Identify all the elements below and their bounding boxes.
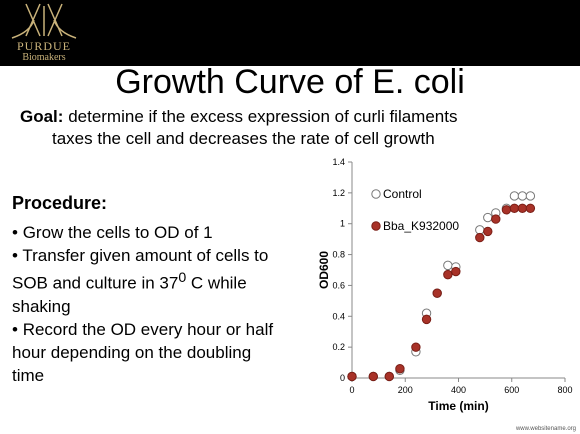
x-tick-label: 400 [451,385,466,395]
logo-subtitle: Biomakers [22,52,66,63]
procedure-heading: Procedure: [12,193,108,213]
x-tick-label: 200 [398,385,413,395]
x-tick-label: 600 [504,385,519,395]
bullet-icon: • [12,319,18,339]
data-point [517,203,528,213]
data-point [517,191,528,201]
watermark-text: www.websitename.org [515,426,576,432]
y-tick-label: 0.2 [332,342,345,352]
legend-marker [371,221,381,231]
y-tick-label: 1 [340,219,345,229]
data-point [475,225,485,235]
data-point [525,203,536,213]
legend-marker [371,189,381,199]
data-point [451,266,461,277]
procedure-item-text: Record the OD every hour or half hour de… [12,319,274,385]
data-point [491,214,501,224]
goal-statement: Goal: determine if the excess expression… [20,106,560,150]
data-point [443,260,453,271]
procedure-item-text: Transfer given amount of cells to SOB an… [12,246,269,293]
data-point [475,232,485,243]
procedure-item-text: Grow the cells to OD of 1 [22,223,213,242]
procedure-item: • Grow the cells to OD of 1 [12,221,287,244]
logo-wordmark: PURDUE [16,39,71,53]
goal-line-2: taxes the cell and decreases the rate of… [52,129,435,148]
purdue-biomakers-logo: PURDUE Biomakers [4,2,84,64]
y-tick-label: 1.4 [332,157,345,167]
y-tick-label: 1.2 [332,188,345,198]
data-point [509,203,520,213]
data-point [347,371,357,382]
goal-label: Goal: [20,107,64,126]
data-point [483,212,493,223]
x-axis-title: Time (min) [428,399,488,413]
x-tick-label: 0 [349,385,354,395]
data-point [395,364,405,374]
legend-label: Bba_K932000 [383,219,459,233]
goal-line-1: determine if the excess expression of cu… [68,107,458,126]
procedure-item: • Transfer given amount of cells to SOB … [12,244,287,318]
header-bar: PURDUE Biomakers [0,0,580,66]
y-tick-label: 0 [340,373,345,383]
slide-title: Growth Curve of E. coli [115,63,465,101]
data-point [421,314,432,325]
y-tick-label: 0.8 [332,250,345,260]
bullet-icon: • [12,246,18,265]
bullet-icon: • [12,223,18,242]
data-point [525,191,536,201]
x-tick-label: 800 [557,385,572,395]
y-axis-title: OD600 [317,251,331,289]
data-point [384,371,394,382]
data-point [509,191,520,201]
data-point [483,226,493,237]
procedure-list: • Grow the cells to OD of 1 • Transfer g… [12,221,287,387]
y-tick-label: 0.6 [332,280,345,290]
y-tick-label: 0.4 [332,311,345,321]
data-point [432,288,442,298]
legend-label: Control [383,187,422,201]
procedure-item: • Record the OD every hour or half hour … [12,318,287,387]
procedure-item-tail: C while shaking [12,273,247,316]
data-point [411,342,421,352]
data-point [501,205,512,215]
degree-superscript: 0 [178,270,187,286]
logo-emblem-icon [11,3,77,39]
data-point [443,269,453,280]
data-point [368,371,379,382]
growth-curve-chart: 0 0.2 0.4 0.6 0.8 1 1.2 1.4 0 200 400 600 800 Time (m… [317,157,573,413]
